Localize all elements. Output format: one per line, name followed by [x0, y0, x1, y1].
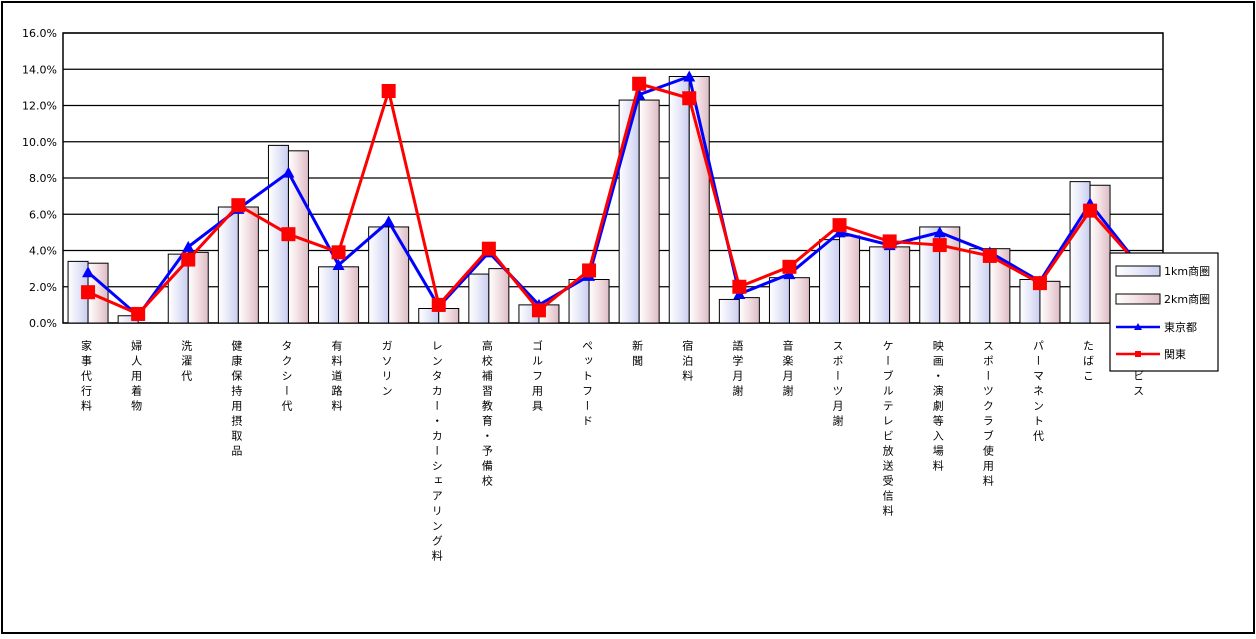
legend-label: 2km商圏: [1164, 292, 1210, 306]
y-tick-label: 16.0%: [22, 27, 57, 40]
point-kanto: [1032, 276, 1047, 291]
x-tick-label: 有料道路料: [330, 339, 343, 415]
point-tokyo: [82, 266, 95, 278]
bar-1km: [869, 246, 891, 324]
x-tick-label: 語学月謝: [731, 339, 744, 400]
legend-label: 東京都: [1164, 320, 1197, 334]
y-tick-label: 0.0%: [29, 317, 57, 330]
y-tick-label: 8.0%: [29, 172, 57, 185]
point-kanto: [682, 91, 697, 106]
bars: [67, 76, 1111, 324]
point-kanto: [431, 297, 446, 312]
point-kanto: [732, 279, 747, 294]
bar-1km: [318, 266, 340, 324]
x-tick-label: パーマネント代: [1031, 340, 1044, 445]
point-kanto: [481, 241, 496, 256]
bar-1km: [768, 277, 790, 324]
point-kanto: [81, 285, 96, 300]
y-tick-label: 12.0%: [22, 100, 57, 113]
point-kanto: [932, 238, 947, 253]
point-kanto: [882, 234, 897, 249]
point-tokyo: [182, 240, 195, 252]
y-tick-label: 4.0%: [29, 245, 57, 258]
x-tick-label: ガソリン: [380, 340, 393, 400]
point-kanto: [181, 252, 196, 267]
bar-2km: [638, 99, 660, 324]
point-kanto: [231, 198, 246, 213]
x-axis-labels: 家事代行料 婦人用着物 洗濯代 健康保持用摂取品 タクシー代 有料道路料 ガソリン レンタカー…: [80, 339, 1145, 565]
legend-label: 関東: [1164, 348, 1186, 361]
bar-2km: [438, 308, 460, 324]
x-tick-label: 婦人用着物: [130, 339, 143, 415]
bar-1km: [1069, 181, 1091, 324]
bar-1km: [819, 239, 841, 324]
line-kanto: [87, 82, 1142, 316]
x-tick-label: スポーツ月謝: [831, 340, 844, 430]
x-tick-label: 高校補習教育・予備校: [480, 339, 493, 490]
point-kanto: [531, 303, 546, 318]
x-tick-label: ゴルフ用具: [530, 339, 543, 415]
point-tokyo: [332, 259, 345, 270]
x-tick-label: 宿泊料: [681, 339, 694, 385]
x-tick-label: 映画・演劇等入場料: [931, 340, 944, 475]
legend-label: 1km商圏: [1164, 264, 1210, 278]
point-tokyo: [933, 226, 946, 238]
bar-2km: [588, 279, 610, 324]
point-kanto: [582, 263, 597, 278]
x-tick-label: たばこ: [1082, 340, 1095, 385]
legend-swatch: [1115, 265, 1161, 277]
point-kanto: [632, 76, 647, 91]
bar-1km: [468, 273, 490, 324]
bar-2km: [388, 226, 410, 324]
x-tick-label: タクシー代: [280, 340, 293, 415]
x-tick-label: ペットフード: [581, 340, 594, 430]
y-tick-label: 2.0%: [29, 281, 57, 294]
point-tokyo: [382, 215, 395, 227]
bar-2km: [889, 246, 911, 324]
bar-2km: [187, 251, 209, 324]
x-tick-label: レンタカー・カーシェアリング料: [430, 340, 443, 565]
point-kanto: [1083, 203, 1098, 218]
bar-2km: [488, 268, 510, 324]
x-tick-label: 家事代行料: [80, 339, 93, 415]
bar-2km: [788, 277, 810, 324]
line-tokyo: [87, 75, 1142, 318]
x-tick-label: ケーブルテレビ放送受信料: [881, 340, 894, 520]
y-tick-label: 14.0%: [22, 63, 57, 76]
legend-marker: [1135, 351, 1141, 357]
y-axis-ticks: 0.0% 2.0% 4.0% 6.0% 8.0% 10.0% 12.0% 14.0% 16.0%: [22, 27, 57, 330]
bar-2km: [989, 248, 1011, 324]
x-tick-label: スポーツクラブ使用料: [981, 340, 994, 490]
point-kanto: [782, 259, 797, 274]
point-tokyo: [683, 70, 696, 82]
bar-1km: [718, 298, 740, 324]
legend-swatch: [1115, 293, 1161, 305]
point-kanto: [832, 218, 847, 233]
x-tick-label: 健康保持用摂取品: [230, 340, 243, 460]
bar-2km: [1039, 280, 1061, 324]
point-kanto: [281, 227, 296, 242]
bar-2km: [738, 297, 760, 324]
point-kanto: [331, 245, 346, 260]
point-kanto: [982, 248, 997, 263]
x-tick-label: 新聞: [631, 339, 644, 370]
point-kanto: [381, 84, 396, 98]
bar-2km: [237, 206, 259, 324]
x-tick-label: 洗濯代: [180, 340, 193, 385]
legend-marker: [1134, 323, 1142, 330]
bar-2km: [338, 266, 360, 324]
y-tick-label: 6.0%: [29, 208, 57, 221]
point-tokyo: [282, 166, 295, 178]
x-tick-label: 音楽月謝: [781, 339, 794, 400]
bar-2km: [839, 235, 861, 324]
y-tick-label: 10.0%: [22, 136, 57, 149]
bar-1km: [668, 76, 690, 324]
point-kanto: [131, 306, 146, 321]
bar-1km: [368, 226, 390, 324]
